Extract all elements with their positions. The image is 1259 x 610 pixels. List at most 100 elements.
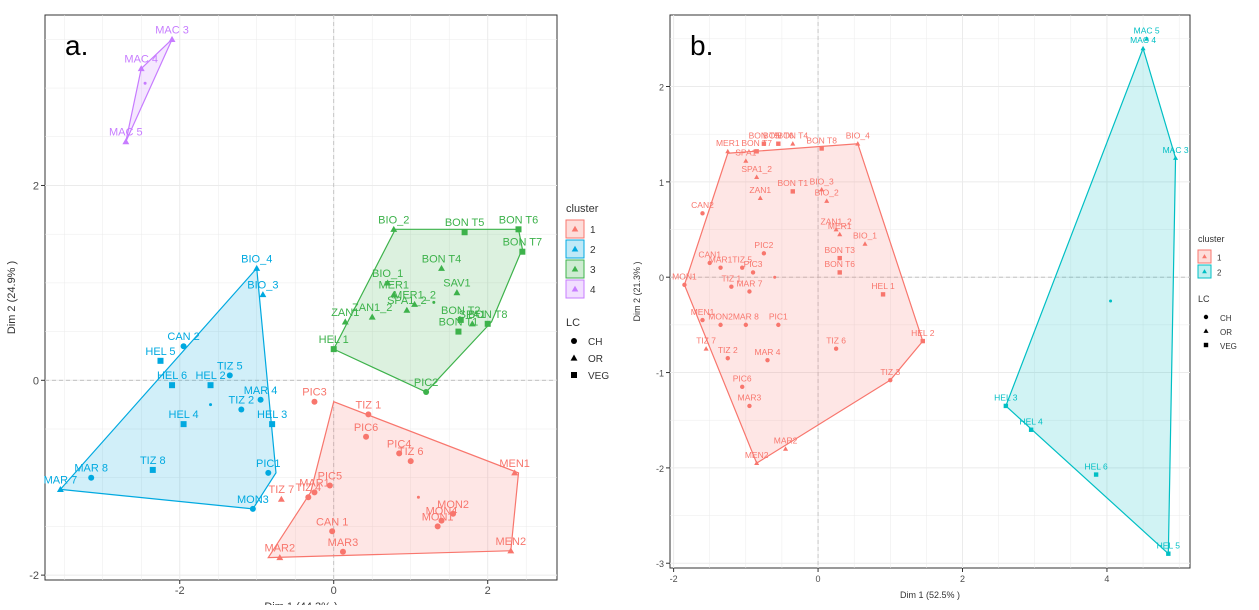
b-y-axis-label: Dim 2 (21.3% ) [632, 261, 642, 321]
a-point-mac-4 [137, 65, 145, 72]
b-point-hel-2 [920, 338, 925, 344]
a-point-label-mon2: MON2 [437, 499, 469, 511]
b-legend-key-marker-1 [1202, 254, 1207, 259]
a-point-bio-4 [253, 264, 261, 271]
a-point-label-mon3: MON3 [237, 494, 269, 506]
b-point-label-pic1: PIC1 [769, 312, 788, 322]
a-point-pic2 [423, 388, 430, 395]
a-point-bio-2 [390, 225, 398, 232]
b-point-bon-t6 [776, 141, 781, 146]
a-point-tiz-4 [305, 494, 312, 501]
a-cluster-4-center [143, 81, 147, 85]
a-point-mer1-2 [411, 300, 419, 307]
a-point-bio-3 [259, 291, 267, 298]
b-point-label-zan1-2: ZAN1_2 [821, 216, 852, 226]
a-point-zan1 [341, 318, 349, 325]
b-y-tick-label: 2 [659, 83, 664, 93]
b-panel-label: b. [690, 30, 713, 61]
a-point-hel-6 [169, 382, 176, 389]
a-cluster-4-points: MAC 3 MAC 4 MAC 5 [109, 24, 189, 145]
a-point-label-tiz-2: TIZ 2 [228, 395, 254, 407]
b-point-pic2 [761, 251, 767, 256]
a-point-mer1 [390, 291, 398, 298]
a-point-label-mac-3: MAC 3 [155, 24, 189, 36]
a-point-label-mar-8: MAR 8 [74, 463, 108, 475]
a-point-mar-7 [56, 485, 64, 492]
b-point-label-tiz-6: TIZ 6 [826, 336, 846, 346]
a-point-can-2 [180, 343, 187, 350]
a-point-label-tiz-6: TIZ 6 [398, 446, 424, 458]
b-legend-shape-veg [1203, 342, 1209, 348]
b-legend-cluster-2: 2 [1197, 264, 1222, 279]
b-point-label-bon-t3: BON T3 [824, 245, 855, 255]
b-point-zan1-2 [833, 226, 839, 232]
b-point-mar-8 [743, 322, 749, 328]
a-legend-key-marker-3 [571, 265, 579, 272]
b-point-label-hel-3: HEL 3 [994, 393, 1018, 403]
a-point-label-bio-2: BIO_2 [378, 214, 409, 226]
b-point-zan1 [757, 195, 763, 200]
b-point-mer1 [725, 148, 731, 154]
b-point-label-tiz-3: TIZ 3 [880, 367, 900, 377]
a-y-tick-label: -2 [29, 570, 39, 582]
b-point-spa1 [743, 158, 749, 163]
a-point-hel-5 [157, 357, 164, 364]
b-point-label-mon1: MON1 [672, 272, 697, 282]
b-point-men1 [700, 317, 705, 323]
b-legend-shape-title: LC [1198, 294, 1210, 304]
a-point-label-spa1-2: SPA1_2 [387, 295, 427, 307]
a-point-label-spa1: SPA1 [459, 309, 486, 321]
b-point-mac-4 [1140, 45, 1146, 51]
a-legend-cluster-2: 2 [565, 239, 596, 259]
a-point-label-mar-7: MAR 7 [44, 474, 78, 486]
a-point-men2 [507, 547, 515, 554]
b-legend-shape-label-ch: CH [1220, 314, 1232, 323]
a-hull-cluster-1 [267, 400, 520, 559]
panel-a: -2 0 2 -2 0 2 Dim 1 (44.3% ) Dim 2 (24.9% ) PIC3… [0, 0, 622, 610]
b-point-label-hel-6: HEL 6 [1084, 461, 1108, 471]
b-point-hel-4 [1028, 427, 1034, 432]
a-cluster-2-points: BIO_4 BIO_3 CAN 2 HEL 5 TIZ 5 HEL 6 HEL 2 MAR 4… [44, 253, 287, 512]
b-point-label-mar-8: MAR 8 [733, 312, 759, 322]
b-point-spa1-2 [754, 174, 760, 179]
a-point-label-bon-t6: BON T6 [499, 214, 539, 226]
b-point-label-mar3: MAR3 [738, 393, 762, 403]
b-legend-key-marker-2 [1202, 269, 1207, 274]
a-point-label-bio-1: BIO_1 [372, 268, 403, 280]
b-point-label-can1: CAN1 [698, 250, 721, 260]
a-point-can-1 [329, 528, 336, 535]
a-point-pic5 [326, 482, 333, 489]
a-point-label-bon-t5: BON T5 [445, 217, 485, 229]
b-point-bio-3 [819, 186, 825, 192]
b-point-label-hel-1: HEL 1 [871, 281, 895, 291]
b-y-tick-label: -3 [656, 559, 664, 569]
b-x-tick-label: 4 [1104, 574, 1109, 584]
a-point-label-bon-t1: BON T1 [439, 317, 479, 329]
a-y-axis-label: Dim 2 (24.9% ) [6, 261, 18, 334]
a-legend-shape-or [570, 354, 578, 361]
b-point-label-mar1: MAR1 [709, 254, 733, 264]
a-point-mon1 [434, 523, 441, 530]
a-point-label-pic1: PIC1 [256, 458, 280, 470]
b-point-bio-1 [862, 241, 868, 246]
b-point-mar-7 [747, 289, 752, 294]
b-point-label-bio-2: BIO_2 [815, 188, 839, 198]
b-point-hel-1 [880, 292, 886, 297]
b-point-label-mac-4: MAC 4 [1130, 35, 1156, 45]
b-point-label-mac-3: MAC 3 [1163, 145, 1189, 155]
b-point-mar2 [783, 446, 789, 451]
b-x-tick-label: -2 [670, 574, 678, 584]
b-point-label-bon-t4: BON T4 [778, 131, 809, 141]
a-point-label-tiz-1: TIZ 1 [356, 399, 382, 411]
a-legend-key-marker-2 [571, 245, 579, 252]
b-point-label-mar-7: MAR 7 [736, 278, 762, 288]
b-point-mar3 [747, 403, 752, 409]
b-x-axis-label: Dim 1 (52.5% ) [900, 590, 960, 600]
b-point-mac-3 [1173, 155, 1179, 160]
a-point-mar3 [339, 548, 346, 555]
b-point-bon-t5 [761, 141, 767, 146]
a-hull-cluster-2 [59, 266, 277, 510]
a-legend-cluster-label-4: 4 [590, 285, 596, 296]
a-legend-shape-ch [571, 338, 577, 344]
